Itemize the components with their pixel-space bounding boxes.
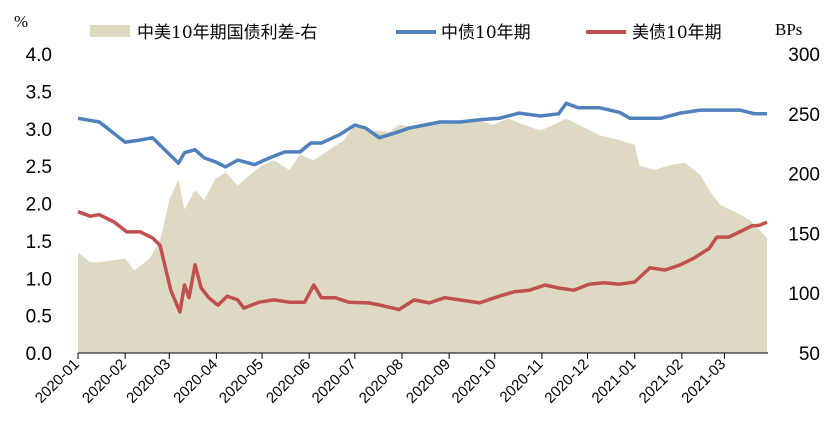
y-right-tick-label: 100 bbox=[788, 284, 820, 305]
y-left-tick-label: 2.5 bbox=[26, 157, 52, 178]
y-left-tick-label: 4.0 bbox=[26, 45, 52, 66]
y-left-tick-label: 3.5 bbox=[26, 82, 52, 103]
y-left-tick-label: 1.5 bbox=[26, 232, 52, 253]
x-tick-label: 2021-01 bbox=[589, 356, 640, 407]
left-axis-unit: % bbox=[14, 12, 28, 31]
x-tick-label: 2020-09 bbox=[403, 356, 454, 407]
x-tick-label: 2021-02 bbox=[636, 356, 687, 407]
y-right-tick-label: 300 bbox=[788, 45, 820, 66]
y-right-tick-label: 50 bbox=[799, 344, 820, 365]
x-tick-label: 2020-12 bbox=[541, 356, 592, 407]
legend-label-cn10y: 中债10年期 bbox=[441, 23, 531, 43]
legend-label-us10y: 美债10年期 bbox=[632, 23, 722, 43]
legend-label-spread: 中美10年期国债利差-右 bbox=[137, 23, 317, 43]
y-left-tick-label: 0.0 bbox=[26, 344, 52, 365]
y-left-tick-label: 3.0 bbox=[26, 120, 52, 141]
x-tick-label: 2020-05 bbox=[216, 356, 267, 407]
legend-swatch-spread bbox=[90, 25, 130, 37]
spread-area-layer bbox=[78, 118, 767, 353]
series-line-us10y bbox=[77, 210, 768, 314]
series-line-cn10y bbox=[77, 101, 767, 169]
x-tick-label: 2020-08 bbox=[356, 356, 407, 407]
yield-lines-layer bbox=[77, 101, 768, 314]
x-tick-label: 2021-03 bbox=[678, 356, 729, 407]
x-tick-label: 2020-02 bbox=[79, 356, 130, 407]
x-tick-label: 2020-04 bbox=[170, 356, 221, 407]
right-axis-unit: BPs bbox=[775, 20, 802, 39]
legend: 中美10年期国债利差-右 中债10年期 美债10年期 bbox=[90, 23, 722, 43]
x-tick-label: 2020-10 bbox=[449, 356, 500, 407]
x-tick-label: 2020-03 bbox=[123, 356, 174, 407]
x-tick-label: 2020-11 bbox=[497, 356, 547, 406]
y-right-tick-label: 200 bbox=[788, 165, 820, 186]
series-area-spread bbox=[78, 118, 767, 353]
y-left-tick-label: 0.5 bbox=[26, 307, 52, 328]
y-left-tick-label: 1.0 bbox=[26, 269, 52, 290]
y-right-tick-label: 250 bbox=[788, 105, 820, 126]
x-tick-label: 2020-07 bbox=[309, 356, 360, 407]
x-tick-label: 2020-06 bbox=[263, 356, 314, 407]
y-left-tick-label: 2.0 bbox=[26, 195, 52, 216]
y-right-tick-label: 150 bbox=[788, 224, 820, 245]
